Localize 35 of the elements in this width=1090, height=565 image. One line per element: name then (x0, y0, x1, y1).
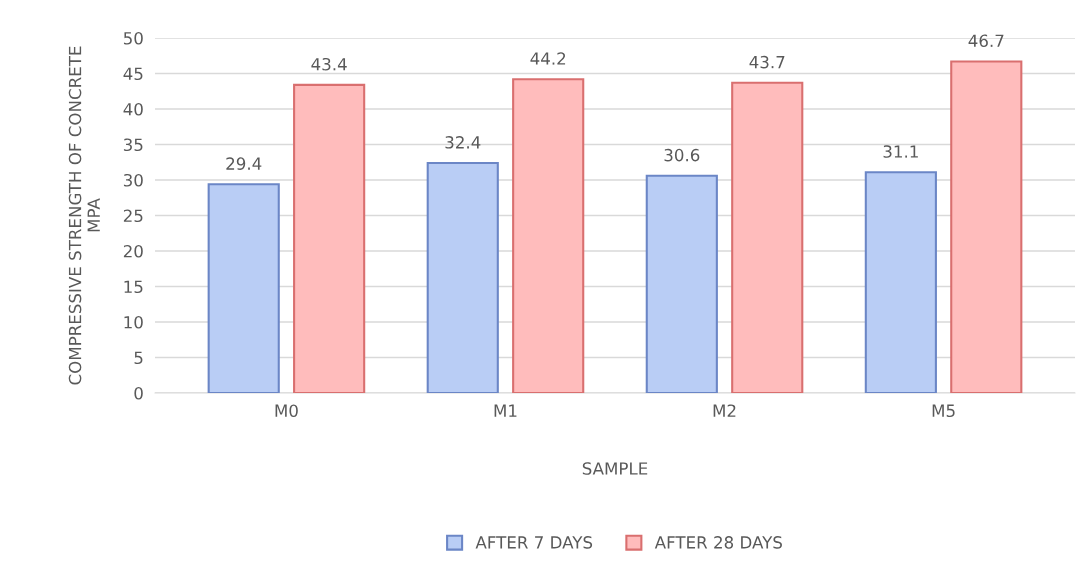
y-tick-label: 50 (123, 31, 143, 45)
y-tick-label: 15 (124, 280, 143, 294)
y-tick-label: 35 (123, 138, 143, 152)
y-tick-label: 45 (123, 67, 143, 81)
data-label: 43.4 (311, 57, 347, 71)
y-tick-label: 40 (123, 102, 143, 116)
bar (426, 161, 499, 393)
bar (207, 183, 280, 393)
data-label: 32.4 (445, 136, 481, 149)
bar (864, 171, 937, 393)
bar (950, 60, 1023, 393)
x-axis-title: SAMPLE (582, 462, 648, 475)
y-tick-label: 25 (123, 209, 143, 223)
bar (731, 81, 804, 393)
legend-label: AFTER 28 DAYS (654, 536, 782, 549)
data-label: 43.7 (749, 55, 785, 69)
bar (512, 78, 585, 393)
x-tick-label: M5 (932, 404, 955, 418)
y-tick-label: 20 (123, 244, 143, 258)
bar (293, 83, 366, 393)
y-axis-title: COMPRESSIVE STRENGTH OF CONCRETE MPA (68, 46, 100, 385)
y-tick-label: 10 (124, 315, 143, 329)
y-tick-label: 0 (134, 386, 143, 400)
y-tick-label: 30 (123, 173, 143, 187)
y-tick-label: 5 (134, 351, 143, 365)
data-label: 44.2 (530, 52, 566, 65)
data-label: 30.6 (664, 148, 700, 162)
x-tick-label: M1 (494, 404, 517, 417)
data-label: 46.7 (968, 34, 1004, 48)
data-label: 31.1 (883, 145, 918, 158)
legend-label: AFTER 7 DAYS (475, 536, 593, 549)
x-tick-label: M0 (275, 404, 298, 418)
bar (645, 174, 718, 393)
x-tick-label: M2 (713, 404, 736, 417)
data-label: 29.4 (226, 157, 262, 170)
